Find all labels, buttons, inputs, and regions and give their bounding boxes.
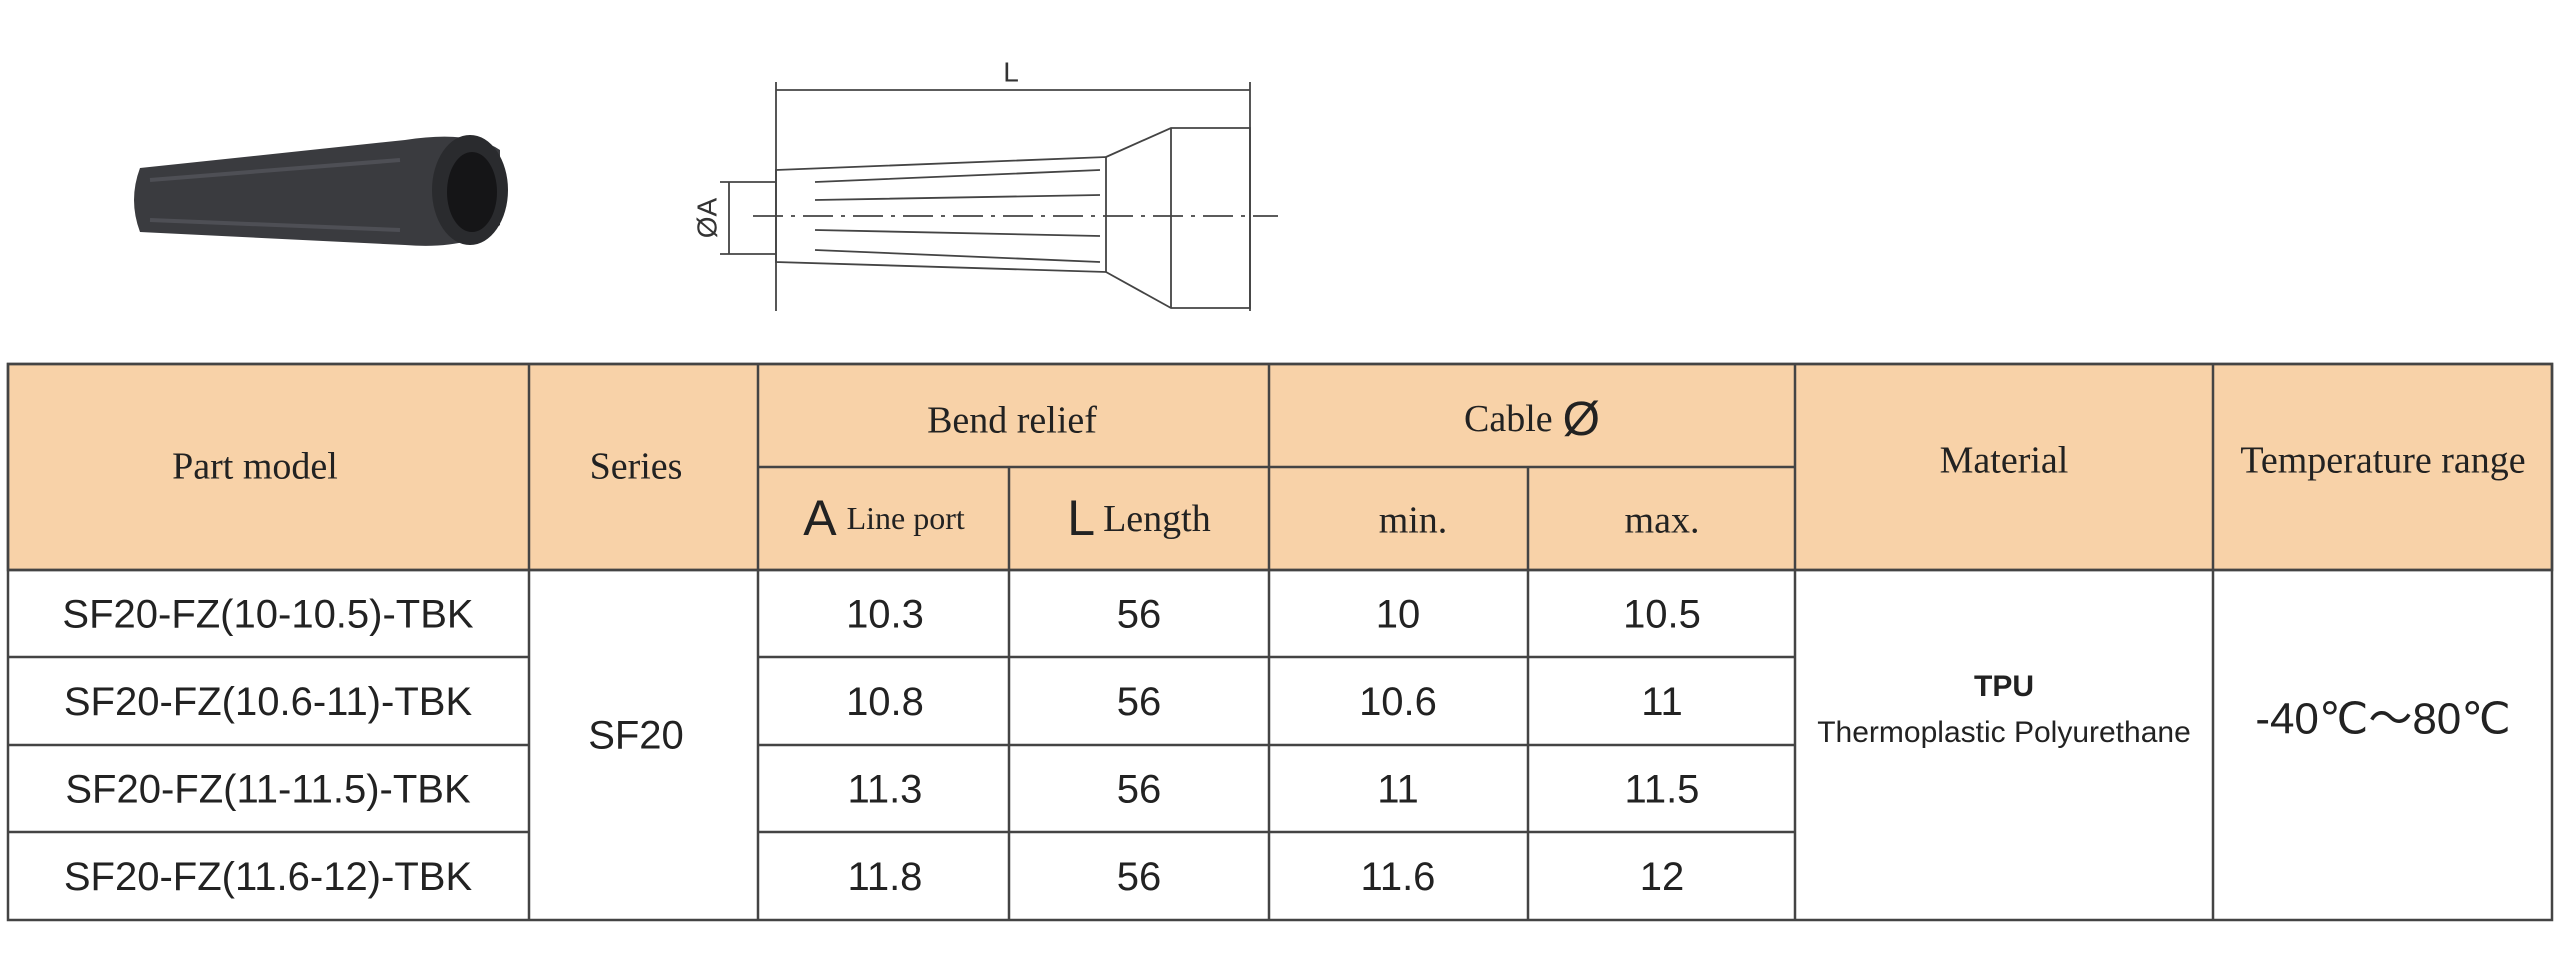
- value-cell: 11.8: [848, 855, 923, 899]
- part-model-cell: SF20-FZ(10.6-11)-TBK: [64, 680, 473, 724]
- value-cell: 56: [1117, 855, 1162, 899]
- value-cell: 10.8: [846, 680, 924, 724]
- cable-label: Cable: [1464, 398, 1553, 440]
- header-series: Series: [590, 446, 683, 488]
- value-cell: 56: [1117, 680, 1162, 724]
- technical-drawing: L ØA: [691, 56, 1278, 311]
- part-model-cell: SF20-FZ(11.6-12)-TBK: [64, 855, 473, 899]
- series-cell: SF20: [588, 714, 684, 758]
- header-material: Material: [1940, 440, 2069, 482]
- l-symbol: L: [1067, 490, 1095, 546]
- spec-table: [6, 362, 2554, 922]
- material-code: TPU: [1974, 670, 2034, 703]
- part-model-cell: SF20-FZ(11-11.5)-TBK: [65, 767, 471, 811]
- l-label: Length: [1103, 498, 1211, 540]
- header-temperature: Temperature range: [2240, 440, 2525, 482]
- table-rows: SF20-FZ(10-10.5)-TBK 10.3 56 10 10.5 SF20-FZ(…: [62, 592, 1701, 899]
- value-cell: 11: [1377, 767, 1419, 811]
- value-cell: 56: [1117, 767, 1162, 811]
- value-cell: 11.3: [848, 767, 923, 811]
- value-cell: 10.3: [846, 592, 924, 636]
- value-cell: 11: [1641, 680, 1683, 724]
- value-cell: 12: [1640, 855, 1685, 899]
- value-cell: 56: [1117, 592, 1162, 636]
- header-max: max.: [1625, 500, 1700, 542]
- value-cell: 11.6: [1361, 855, 1436, 899]
- temperature-cell: -40℃～80℃: [2255, 695, 2510, 744]
- header-part-model: Part model: [172, 446, 338, 488]
- length-label: L: [1003, 56, 1019, 87]
- header-a: A Line port: [803, 490, 965, 546]
- value-cell: 11.5: [1625, 767, 1700, 811]
- diameter-label: ØA: [691, 197, 722, 238]
- header-bend-relief: Bend relief: [927, 400, 1097, 442]
- part-model-cell: SF20-FZ(10-10.5)-TBK: [62, 592, 474, 636]
- header-l: L Length: [1067, 490, 1210, 546]
- material-name: Thermoplastic Polyurethane: [1817, 716, 2191, 749]
- header-min: min.: [1379, 500, 1448, 542]
- value-cell: 10: [1376, 592, 1421, 636]
- a-symbol: A: [803, 490, 837, 546]
- header-cable: Cable Ø: [1464, 393, 1600, 446]
- cable-symbol: Ø: [1563, 393, 1600, 446]
- value-cell: 10.6: [1359, 680, 1437, 724]
- a-label: Line port: [847, 500, 965, 536]
- value-cell: 10.5: [1623, 592, 1701, 636]
- product-photo: [134, 135, 508, 246]
